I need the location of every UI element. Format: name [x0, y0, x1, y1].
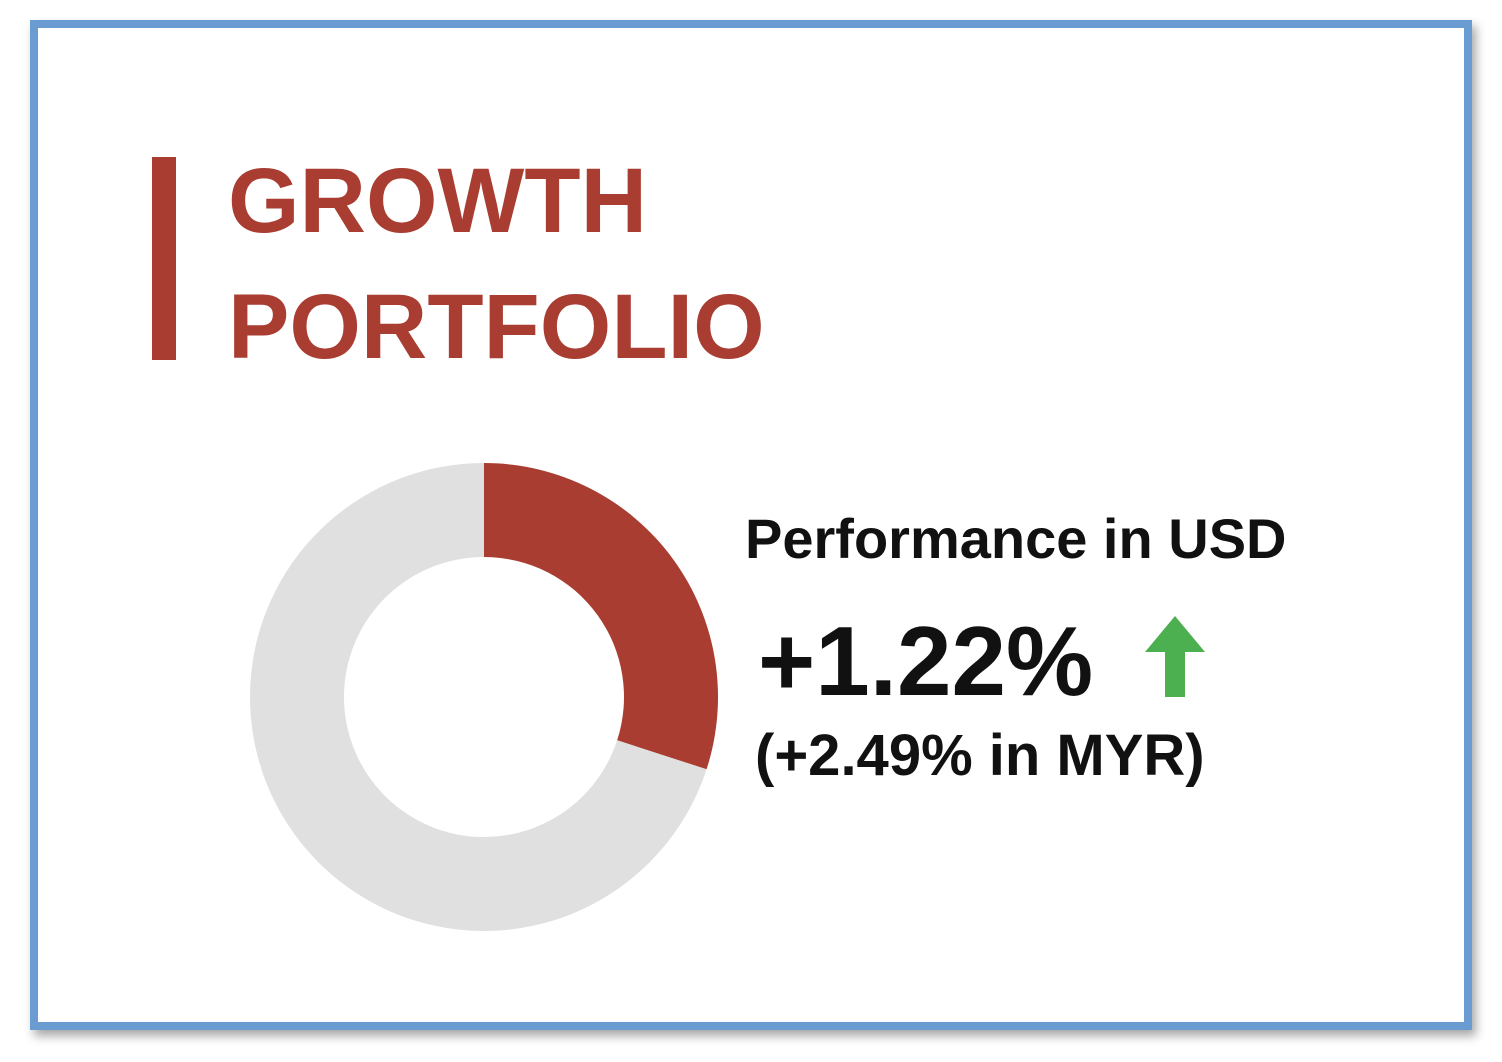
- annotation: (+2.49% in MYR): [755, 723, 1205, 788]
- chart-title: GROWTH: [228, 150, 647, 252]
- chart-title: PORTFOLIO: [228, 276, 765, 378]
- annotation: Performance in USD: [745, 507, 1287, 570]
- donut: [250, 463, 718, 931]
- up-arrow: [1145, 616, 1205, 697]
- donut-segment: [484, 463, 718, 770]
- title-accent: [152, 157, 176, 360]
- annotation: +1.22%: [758, 606, 1093, 716]
- donut-segment: [250, 463, 707, 931]
- frame: [30, 20, 1472, 1030]
